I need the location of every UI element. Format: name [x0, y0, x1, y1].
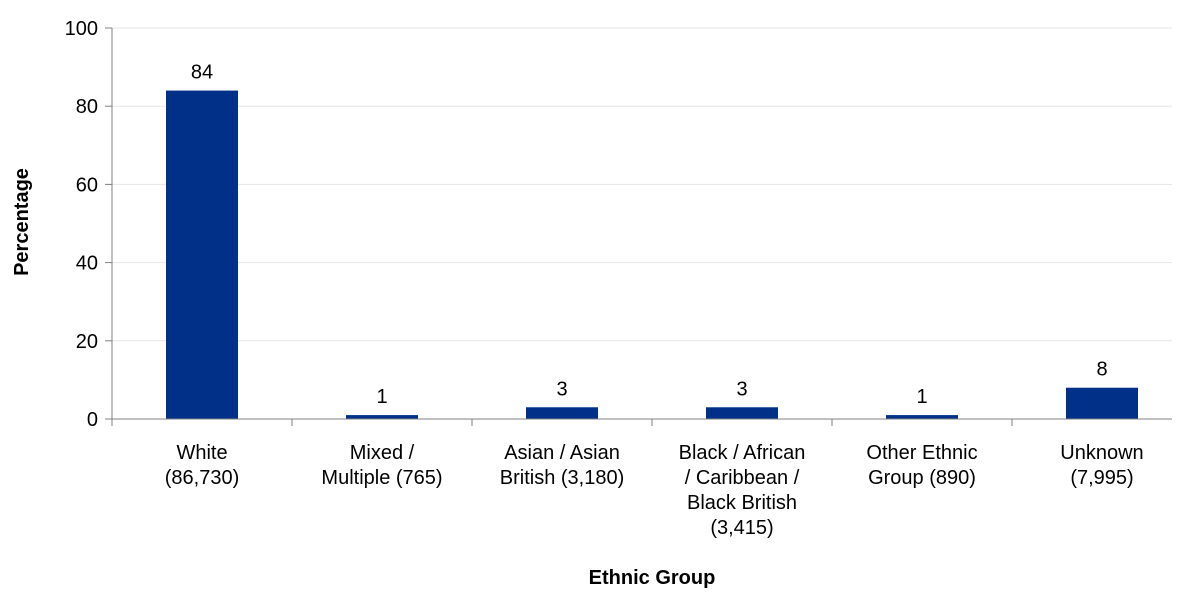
data-labels: 84 1 3 3 1 8: [191, 62, 1108, 409]
gridlines: [112, 27, 1172, 342]
x-category-label: Mixed / Multiple (765): [321, 442, 442, 489]
y-tick-label: 20: [76, 331, 98, 353]
x-category-label: Black / African / Caribbean / Black Britis…: [679, 442, 806, 539]
axes: [105, 27, 1172, 426]
bar: [166, 90, 238, 419]
bar: [526, 407, 598, 419]
bar: [346, 415, 418, 419]
y-axis-title: Percentage: [11, 168, 33, 276]
x-axis-title: Ethnic Group: [589, 567, 716, 589]
y-tick-label: 80: [76, 96, 98, 118]
bar: [1066, 387, 1138, 419]
y-tick-label: 40: [76, 253, 98, 275]
bar: [706, 407, 778, 419]
x-category-label: Unknown (7,995): [1060, 442, 1143, 489]
x-category-label: Other Ethnic Group (890): [866, 442, 977, 489]
data-label: 1: [916, 386, 927, 408]
data-label: 84: [191, 62, 213, 84]
data-label: 3: [736, 378, 747, 400]
bar: [886, 415, 958, 419]
y-tick-labels: 0 20 40 60 80 100: [65, 18, 98, 431]
bars: [166, 90, 1138, 419]
y-tick-label: 0: [87, 409, 98, 431]
data-label: 1: [376, 386, 387, 408]
data-label: 3: [556, 378, 567, 400]
x-category-label: Asian / Asian British (3,180): [500, 442, 625, 489]
x-category-labels: White (86,730) Mixed / Multiple (765) Asian …: [165, 442, 1144, 539]
x-category-label: White (86,730): [165, 442, 240, 489]
data-label: 8: [1096, 359, 1107, 381]
y-tick-label: 60: [76, 174, 98, 196]
y-tick-label: 100: [65, 18, 98, 40]
